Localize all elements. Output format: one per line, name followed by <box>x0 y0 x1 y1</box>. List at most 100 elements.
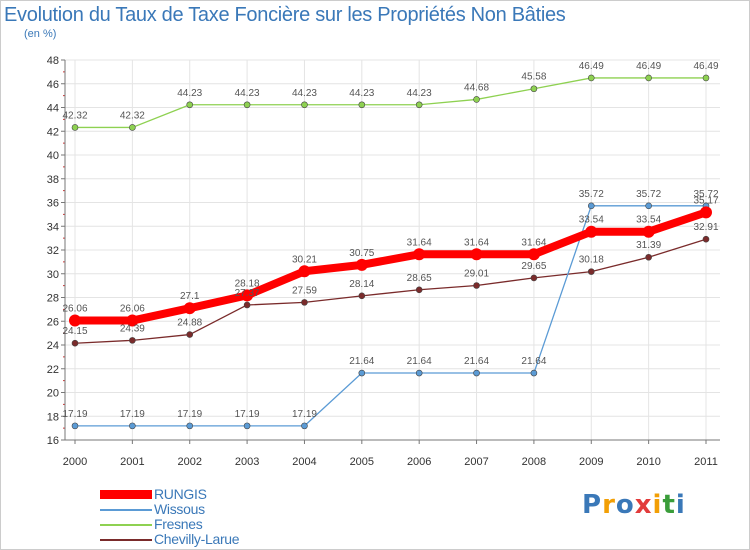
data-point <box>473 369 480 377</box>
data-point <box>473 282 480 289</box>
x-tick-label: 2006 <box>407 456 431 468</box>
data-point <box>527 248 540 261</box>
data-point <box>71 124 79 131</box>
data-label: 45.58 <box>521 72 546 83</box>
x-tick-label: 2011 <box>694 456 718 468</box>
data-point <box>415 286 423 294</box>
data-label: 42.32 <box>120 110 145 121</box>
legend-label: RUNGIS <box>154 486 207 502</box>
y-tick-label: 32 <box>47 245 59 257</box>
y-tick-label: 34 <box>47 221 59 233</box>
data-label: 46.49 <box>693 61 718 72</box>
y-tick-label: 26 <box>47 316 59 328</box>
data-point <box>129 422 136 430</box>
data-label: 44.23 <box>292 88 317 99</box>
series-fresnes <box>71 74 710 131</box>
y-tick-label: 24 <box>47 340 59 352</box>
data-label: 21.64 <box>407 356 432 367</box>
series-line <box>75 77 706 129</box>
data-label: 35.72 <box>693 189 718 200</box>
legend-swatch <box>100 538 152 541</box>
chart-title: Evolution du Taux de Taxe Foncière sur l… <box>4 4 566 26</box>
data-label: 24.39 <box>120 323 145 334</box>
data-label: 17.19 <box>62 409 87 420</box>
data-point <box>702 235 710 243</box>
data-label: 26.06 <box>120 304 145 315</box>
proxiti-logo: Proxiti <box>582 490 686 520</box>
data-point <box>358 369 366 377</box>
data-label: 42.32 <box>62 110 87 121</box>
data-label: 44.68 <box>464 82 489 93</box>
data-label: 46.49 <box>636 61 661 72</box>
data-point <box>186 422 194 430</box>
data-point <box>645 202 652 210</box>
data-label: 31.64 <box>407 237 432 248</box>
data-label: 32.91 <box>693 222 718 233</box>
data-point <box>298 265 311 278</box>
data-label: 30.18 <box>579 255 604 266</box>
data-point <box>71 339 79 347</box>
data-label: 17.19 <box>177 409 202 420</box>
y-tick-label: 18 <box>47 411 59 423</box>
y-tick-label: 42 <box>47 126 59 138</box>
data-point <box>470 248 483 261</box>
data-point <box>645 253 652 261</box>
data-label: 24.15 <box>62 326 87 337</box>
series-chevilly-larue <box>71 235 710 347</box>
data-point <box>473 96 480 103</box>
series-line <box>75 208 708 325</box>
data-label: 17.19 <box>120 409 145 420</box>
series-rungis <box>69 206 712 327</box>
series-line <box>74 238 707 344</box>
data-point <box>129 337 136 344</box>
data-label: 27.59 <box>292 285 317 296</box>
data-label: 30.21 <box>292 254 317 265</box>
x-tick-label: 2009 <box>579 456 603 468</box>
data-point <box>702 74 710 82</box>
data-label: 26.06 <box>62 304 87 315</box>
data-point <box>301 422 308 430</box>
data-label: 33.54 <box>579 215 604 226</box>
data-point <box>700 206 712 219</box>
data-label: 24.88 <box>177 318 202 329</box>
y-tick-label: 40 <box>47 150 59 162</box>
y-tick-label: 38 <box>47 174 59 186</box>
data-point <box>587 268 595 275</box>
data-point <box>243 101 251 109</box>
data-point <box>301 101 308 109</box>
data-point <box>415 101 423 109</box>
data-point <box>358 292 366 300</box>
data-label: 29.65 <box>521 261 546 272</box>
data-label: 17.19 <box>235 409 260 420</box>
data-point <box>587 202 595 210</box>
x-tick-label: 2007 <box>464 456 488 468</box>
legend-swatch <box>100 508 152 511</box>
legend-label: Fresnes <box>154 516 203 532</box>
data-point <box>243 422 251 430</box>
x-tick-label: 2005 <box>350 456 374 468</box>
series-wissous <box>71 202 710 430</box>
y-tick-label: 28 <box>47 293 59 305</box>
data-label: 31.64 <box>521 237 546 248</box>
x-tick-label: 2002 <box>177 456 201 468</box>
data-label: 28.14 <box>349 279 374 290</box>
y-tick-label: 16 <box>47 435 59 447</box>
line-chart: 16 18 20 22 24 26 28 30 32 34 36 38 40 42 44 46 48 2000 20… <box>47 55 720 468</box>
data-label: 35.72 <box>579 189 604 200</box>
data-point <box>358 101 366 109</box>
data-point <box>642 225 655 238</box>
x-tick-label: 2003 <box>235 456 259 468</box>
data-label: 44.23 <box>177 88 202 99</box>
data-point <box>355 258 368 271</box>
data-label: 31.39 <box>636 240 661 251</box>
y-axis-unit-label: (en %) <box>24 28 57 40</box>
data-label: 21.64 <box>464 356 489 367</box>
y-tick-label: 44 <box>47 103 59 115</box>
data-label: 27.37 <box>235 288 260 299</box>
data-label: 29.01 <box>464 269 489 280</box>
y-tick-label: 20 <box>47 388 59 400</box>
legend-label: Chevilly-Larue <box>154 531 240 547</box>
data-label: 46.49 <box>579 61 604 72</box>
x-tick-label: 2001 <box>120 456 144 468</box>
legend-label: Wissous <box>154 501 205 517</box>
